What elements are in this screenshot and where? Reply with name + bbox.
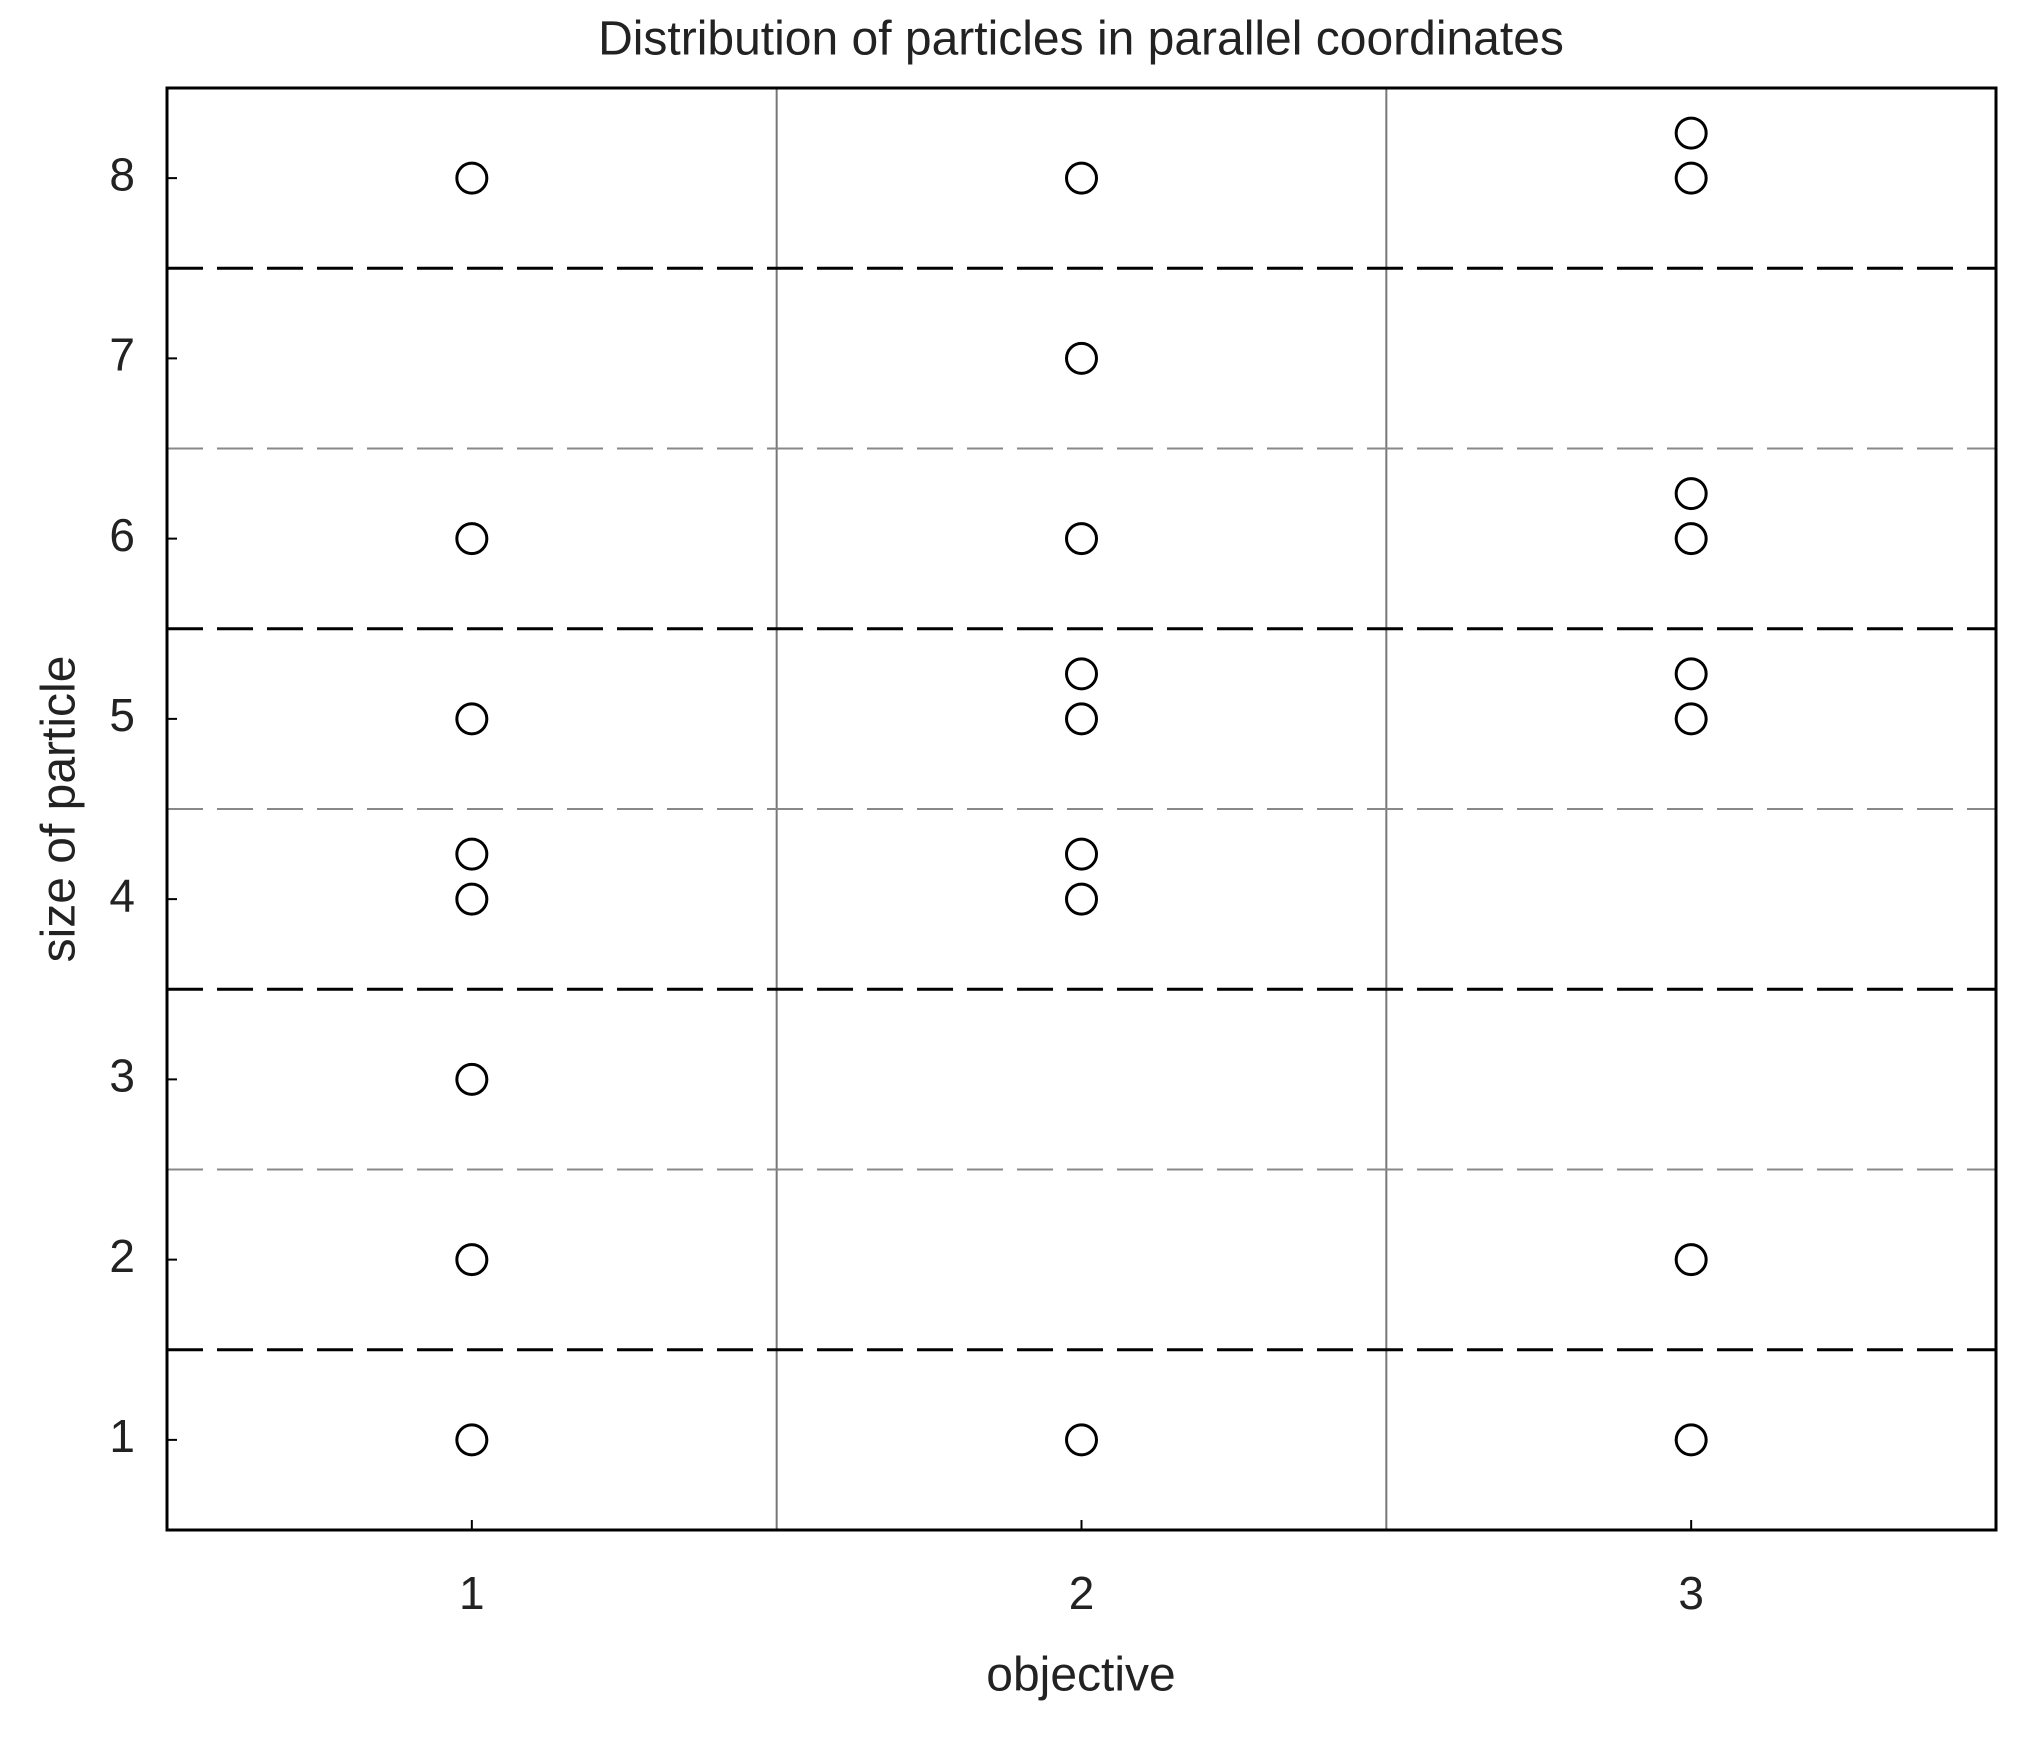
data-point — [1674, 702, 1708, 736]
data-point — [1065, 1423, 1098, 1457]
y-tick-label: 4 — [109, 869, 135, 921]
data-point — [1065, 161, 1098, 195]
data-point — [455, 837, 489, 871]
data-point — [1674, 1423, 1708, 1457]
data-point — [1065, 522, 1098, 556]
data-point — [1674, 522, 1708, 556]
x-tick-label: 2 — [1069, 1567, 1095, 1619]
data-point — [1674, 1243, 1708, 1277]
y-tick-label: 7 — [109, 329, 135, 381]
data-point — [1674, 477, 1708, 511]
x-tick-label: 1 — [459, 1567, 485, 1619]
y-tick-label: 5 — [109, 689, 135, 741]
data-point — [1065, 837, 1098, 871]
data-point — [455, 1423, 489, 1457]
data-point — [1674, 116, 1708, 150]
data-point — [1065, 341, 1098, 375]
y-tick-label: 8 — [109, 148, 135, 200]
y-tick-label: 1 — [109, 1410, 135, 1462]
data-point — [1065, 882, 1098, 916]
chart-title: Distribution of particles in parallel co… — [598, 13, 1564, 66]
y-tick-label: 6 — [109, 509, 135, 561]
y-axis-label: size of particle — [33, 656, 86, 963]
y-tick-label: 3 — [109, 1050, 135, 1102]
data-point — [1065, 702, 1098, 736]
y-tick-label: 2 — [109, 1230, 135, 1282]
data-point — [455, 522, 489, 556]
data-point — [455, 161, 489, 195]
data-point — [455, 1062, 489, 1096]
data-point — [1674, 161, 1708, 195]
data-point — [455, 1243, 489, 1277]
data-point — [1674, 657, 1708, 691]
x-axis-label: objective — [986, 1649, 1175, 1702]
data-point — [455, 702, 489, 736]
x-tick-label: 3 — [1678, 1567, 1704, 1619]
data-point — [1065, 657, 1098, 691]
data-point — [455, 882, 489, 916]
